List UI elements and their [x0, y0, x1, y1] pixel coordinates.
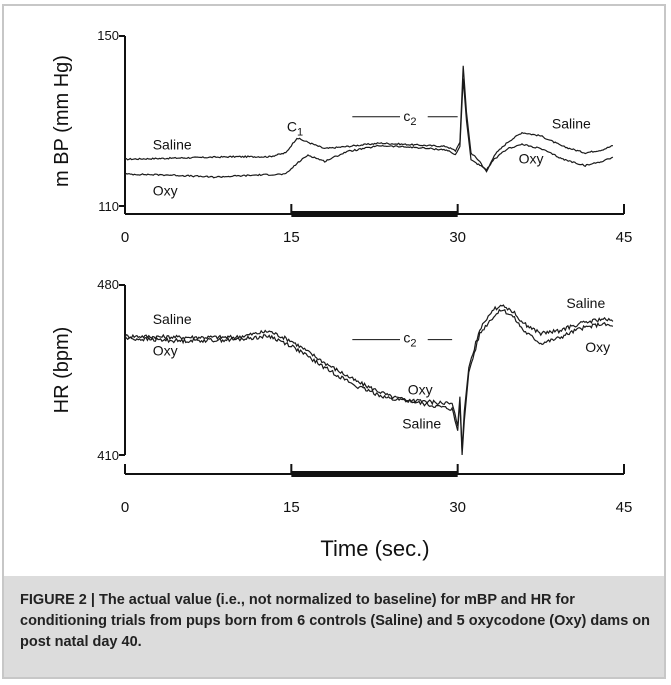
hr-saline-label-left: Saline: [153, 311, 192, 327]
hr-saline-label-right: Saline: [566, 295, 605, 311]
mbp-c2-annotation: c2: [403, 108, 416, 128]
mbp-panel: 150 110 m BP (mm Hg) 0 15 30 45 Saline Oxy …: [51, 28, 632, 246]
hr-y-tick-label-top: 480: [97, 277, 119, 292]
mbp-c1-annotation: C1: [287, 119, 303, 139]
hr-x-tick-label-45: 45: [616, 499, 633, 516]
mbp-x-tick-label-30: 30: [449, 229, 466, 246]
mbp-y-tick-label-top: 150: [97, 28, 119, 43]
mbp-saline-label-left: Saline: [153, 136, 192, 152]
caption-box: FIGURE 2 | The actual value (i.e., not n…: [2, 576, 666, 679]
hr-oxy-label-middle: Oxy: [408, 381, 433, 397]
mbp-saline-label-right: Saline: [552, 116, 591, 132]
hr-x-ticks: 0 15 30 45: [121, 464, 633, 516]
mbp-oxy-label-left: Oxy: [153, 182, 178, 198]
mbp-x-tick-label-45: 45: [616, 229, 633, 246]
hr-saline-label-middle: Saline: [402, 415, 441, 431]
hr-oxy-label-right: Oxy: [585, 339, 610, 355]
hr-y-axis-title: HR (bpm): [51, 327, 73, 414]
mbp-x-tick-label-0: 0: [121, 229, 129, 246]
mbp-saline-line: [124, 65, 613, 173]
mbp-oxy-line: [124, 78, 614, 179]
hr-saline-line: [124, 308, 614, 456]
figure-caption: FIGURE 2 | The actual value (i.e., not n…: [20, 592, 651, 650]
hr-oxy-label-left: Oxy: [153, 342, 178, 358]
mbp-x-tick-label-15: 15: [283, 229, 300, 246]
hr-c2-annotation: c2: [403, 330, 416, 350]
x-axis-title: Time (sec.): [320, 536, 429, 561]
hr-x-tick-label-30: 30: [449, 499, 466, 516]
chart-canvas: 150 110 m BP (mm Hg) 0 15 30 45 Saline Oxy …: [51, 28, 632, 561]
figure-frame: [2, 4, 666, 679]
hr-panel: 480 410 HR (bpm) 0 15 30 45 Saline Oxy Oxy …: [51, 277, 632, 516]
mbp-y-tick-label-bottom: 110: [98, 199, 119, 214]
mbp-y-axis-title: m BP (mm Hg): [51, 55, 73, 187]
hr-x-tick-label-15: 15: [283, 499, 300, 516]
hr-x-tick-label-0: 0: [121, 499, 129, 516]
mbp-oxy-label-right: Oxy: [519, 151, 544, 167]
hr-y-tick-label-bottom: 410: [97, 448, 119, 463]
mbp-x-ticks: 0 15 30 45: [121, 204, 633, 246]
hr-oxy-line: [124, 304, 614, 451]
